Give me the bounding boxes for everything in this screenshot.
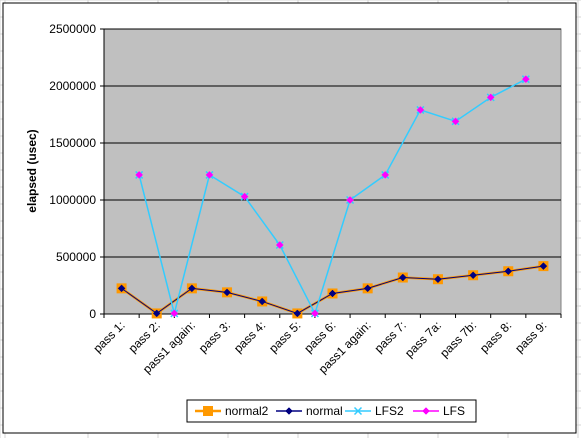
y-axis: 0 500000 1000000 1500000 2000000 2500000 bbox=[49, 22, 105, 321]
y-tick-label: 1500000 bbox=[49, 136, 96, 150]
data-point bbox=[398, 273, 407, 282]
data-point bbox=[205, 171, 214, 179]
data-point bbox=[416, 106, 425, 114]
y-tick-label: 0 bbox=[89, 307, 96, 321]
data-point bbox=[275, 241, 284, 249]
y-axis-label: elapsed (usec) bbox=[25, 129, 39, 212]
data-point bbox=[117, 284, 126, 293]
y-tick-label: 2000000 bbox=[49, 79, 96, 93]
legend-swatch-marker bbox=[203, 406, 213, 416]
legend-box bbox=[186, 399, 477, 423]
data-point bbox=[346, 196, 354, 204]
data-point bbox=[486, 93, 495, 102]
data-point bbox=[258, 297, 267, 306]
legend-label: normal2 bbox=[225, 404, 269, 418]
plot-area bbox=[103, 28, 562, 315]
data-point bbox=[135, 171, 144, 179]
data-point bbox=[469, 271, 477, 280]
data-point bbox=[451, 117, 460, 126]
data-point bbox=[521, 75, 530, 84]
legend: normal2 normal LFS2 LFS bbox=[186, 399, 477, 423]
legend-label: normal bbox=[306, 404, 343, 418]
series-LFS bbox=[135, 75, 530, 318]
data-point bbox=[504, 267, 513, 276]
data-point bbox=[170, 309, 179, 318]
y-tick-label: 1000000 bbox=[49, 193, 96, 207]
series-line bbox=[138, 78, 527, 316]
data-point bbox=[293, 309, 302, 318]
legend-swatch-marker bbox=[285, 407, 293, 415]
data-point bbox=[539, 262, 548, 270]
data-point bbox=[434, 275, 442, 284]
data-point bbox=[223, 288, 231, 297]
data-point bbox=[152, 309, 161, 318]
y-tick-label: 500000 bbox=[56, 250, 96, 264]
legend-swatch-marker bbox=[353, 406, 363, 416]
data-point bbox=[381, 171, 390, 179]
data-point bbox=[240, 192, 249, 201]
legend-label: LFS bbox=[443, 404, 465, 418]
data-point bbox=[311, 309, 319, 318]
series-normal bbox=[117, 262, 548, 318]
data-point bbox=[188, 284, 196, 293]
data-point bbox=[328, 289, 337, 298]
legend-label: LFS2 bbox=[375, 404, 404, 418]
legend-swatch-marker bbox=[422, 407, 430, 415]
data-point bbox=[363, 284, 372, 293]
y-tick-label: 2500000 bbox=[49, 22, 96, 36]
series-layer bbox=[116, 75, 549, 319]
